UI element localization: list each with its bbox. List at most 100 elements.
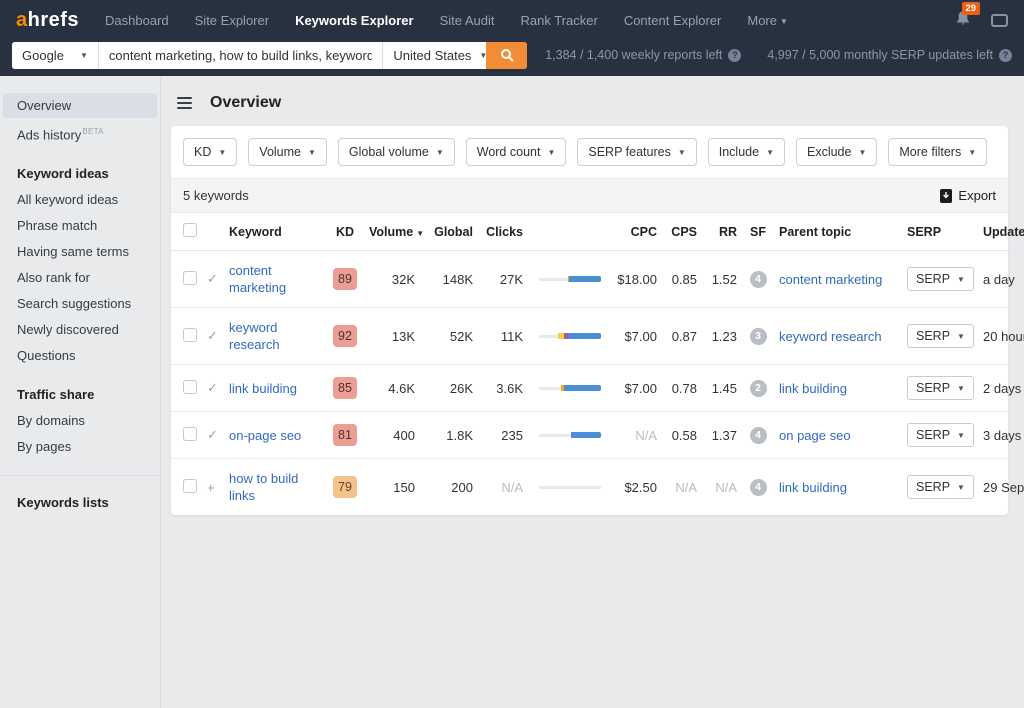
notification-count-badge: 29 bbox=[962, 2, 980, 15]
cell-global: 52K bbox=[419, 308, 477, 365]
parent-topic-link[interactable]: link building bbox=[779, 380, 847, 397]
keywords-table: Keyword KD Volume▼ Global Clicks CPC CPS… bbox=[171, 213, 1024, 515]
sidebar-item-also-rank-for[interactable]: Also rank for bbox=[3, 265, 157, 290]
add-to-list-icon[interactable]: + bbox=[207, 480, 215, 495]
cell-checkbox bbox=[171, 412, 203, 459]
cell-status: ✓ bbox=[203, 412, 225, 459]
export-button[interactable]: Export bbox=[940, 188, 996, 203]
col-keyword: Keyword bbox=[225, 213, 325, 251]
cell-status: ✓ bbox=[203, 365, 225, 412]
ahrefs-logo[interactable]: ahrefs bbox=[16, 9, 79, 32]
bar-segment-track bbox=[539, 335, 558, 338]
keyword-link[interactable]: on-page seo bbox=[229, 427, 301, 444]
col-rr: RR bbox=[701, 213, 741, 251]
table-row: ✓on-page seo814001.8K235N/A0.581.374on p… bbox=[171, 412, 1024, 459]
sidebar-item-by-domains[interactable]: By domains bbox=[3, 408, 157, 433]
keyword-link[interactable]: content marketing bbox=[229, 262, 321, 296]
sidebar-item-overview[interactable]: Overview bbox=[3, 93, 157, 118]
cell-volume: 4.6K bbox=[365, 365, 419, 412]
row-checkbox[interactable] bbox=[183, 479, 197, 493]
help-icon[interactable]: ? bbox=[728, 49, 741, 62]
sidebar-item-having-same-terms[interactable]: Having same terms bbox=[3, 239, 157, 264]
cell-rr: N/A bbox=[701, 459, 741, 516]
serp-dropdown-button[interactable]: SERP▼ bbox=[907, 267, 974, 291]
country-value: United States bbox=[393, 48, 471, 63]
nav-item-more[interactable]: More▼ bbox=[747, 13, 788, 28]
nav-item-site-explorer[interactable]: Site Explorer bbox=[195, 13, 269, 28]
parent-topic-link[interactable]: content marketing bbox=[779, 271, 882, 288]
sidebar-item-by-pages[interactable]: By pages bbox=[3, 434, 157, 459]
cell-cpc: $7.00 bbox=[601, 365, 661, 412]
main-panel: Overview KD▼ Volume▼ Global volume▼ Word co… bbox=[161, 76, 1024, 708]
keyword-link[interactable]: how to build links bbox=[229, 470, 321, 504]
in-list-check-icon[interactable]: ✓ bbox=[207, 380, 218, 395]
page-header: Overview bbox=[175, 94, 1008, 112]
cell-sf: 2 bbox=[741, 365, 775, 412]
keywords-input[interactable] bbox=[99, 42, 383, 69]
search-button[interactable] bbox=[486, 42, 527, 69]
parent-topic-link[interactable]: on page seo bbox=[779, 427, 851, 444]
sidebar-item-all-keyword-ideas[interactable]: All keyword ideas bbox=[3, 187, 157, 212]
cell-kd: 81 bbox=[325, 412, 365, 459]
search-engine-select[interactable]: Google ▼ bbox=[12, 42, 99, 69]
sidebar-item-phrase-match[interactable]: Phrase match bbox=[3, 213, 157, 238]
filter-kd[interactable]: KD▼ bbox=[183, 138, 237, 166]
notifications-bell[interactable]: 29 bbox=[955, 10, 971, 30]
in-list-check-icon[interactable]: ✓ bbox=[207, 427, 218, 442]
keyword-link[interactable]: keyword research bbox=[229, 319, 321, 353]
filter-more-filters[interactable]: More filters▼ bbox=[888, 138, 987, 166]
col-parent-topic: Parent topic bbox=[775, 213, 903, 251]
serp-dropdown-button[interactable]: SERP▼ bbox=[907, 376, 974, 400]
nav-item-keywords-explorer[interactable]: Keywords Explorer bbox=[295, 13, 414, 28]
row-checkbox[interactable] bbox=[183, 271, 197, 285]
cell-keyword: how to build links bbox=[225, 459, 325, 516]
menu-icon[interactable] bbox=[175, 95, 194, 111]
chevron-down-icon: ▼ bbox=[80, 51, 88, 60]
clicks-distribution-bar bbox=[539, 432, 601, 438]
chevron-down-icon: ▼ bbox=[858, 148, 866, 157]
cell-global: 1.8K bbox=[419, 412, 477, 459]
parent-topic-link[interactable]: keyword research bbox=[779, 328, 882, 345]
usage-stats: 1,384 / 1,400 weekly reports left ? 4,99… bbox=[545, 48, 1012, 62]
serp-dropdown-button[interactable]: SERP▼ bbox=[907, 475, 974, 499]
serp-features-badge: 4 bbox=[750, 271, 767, 288]
serp-dropdown-button[interactable]: SERP▼ bbox=[907, 423, 974, 447]
sidebar-item-newly-discovered[interactable]: Newly discovered bbox=[3, 317, 157, 342]
col-updated: Updated bbox=[979, 213, 1024, 251]
parent-topic-link[interactable]: link building bbox=[779, 479, 847, 496]
in-list-check-icon[interactable]: ✓ bbox=[207, 271, 218, 286]
cell-status: ✓ bbox=[203, 308, 225, 365]
sidebar-header-keywords-lists: Keywords lists bbox=[3, 490, 157, 515]
filter-global-volume[interactable]: Global volume▼ bbox=[338, 138, 455, 166]
filter-word-count[interactable]: Word count▼ bbox=[466, 138, 567, 166]
row-checkbox[interactable] bbox=[183, 328, 197, 342]
nav-item-dashboard[interactable]: Dashboard bbox=[105, 13, 169, 28]
country-select[interactable]: United States ▼ bbox=[382, 42, 486, 69]
help-icon[interactable]: ? bbox=[999, 49, 1012, 62]
filter-include[interactable]: Include▼ bbox=[708, 138, 785, 166]
nav-item-content-explorer[interactable]: Content Explorer bbox=[624, 13, 722, 28]
clicks-distribution-bar bbox=[539, 486, 601, 489]
cell-global: 26K bbox=[419, 365, 477, 412]
col-volume[interactable]: Volume▼ bbox=[365, 213, 419, 251]
cell-updated: a day bbox=[979, 251, 1024, 308]
intercom-icon[interactable] bbox=[991, 14, 1008, 27]
cell-updated: 20 hours bbox=[979, 308, 1024, 365]
in-list-check-icon[interactable]: ✓ bbox=[207, 328, 218, 343]
serp-features-badge: 2 bbox=[750, 380, 767, 397]
select-all-checkbox[interactable] bbox=[183, 223, 197, 237]
sidebar-item-ads-history[interactable]: Ads historyBETA bbox=[3, 119, 157, 147]
nav-item-rank-tracker[interactable]: Rank Tracker bbox=[521, 13, 598, 28]
row-checkbox[interactable] bbox=[183, 427, 197, 441]
filter-volume[interactable]: Volume▼ bbox=[248, 138, 327, 166]
sidebar-item-search-suggestions[interactable]: Search suggestions bbox=[3, 291, 157, 316]
filter-exclude[interactable]: Exclude▼ bbox=[796, 138, 877, 166]
sidebar-item-questions[interactable]: Questions bbox=[3, 343, 157, 368]
row-checkbox[interactable] bbox=[183, 380, 197, 394]
cell-volume: 150 bbox=[365, 459, 419, 516]
filter-serp-features[interactable]: SERP features▼ bbox=[577, 138, 696, 166]
weekly-reports-stat: 1,384 / 1,400 weekly reports left ? bbox=[545, 48, 741, 62]
nav-item-site-audit[interactable]: Site Audit bbox=[440, 13, 495, 28]
keyword-link[interactable]: link building bbox=[229, 380, 297, 397]
serp-dropdown-button[interactable]: SERP▼ bbox=[907, 324, 974, 348]
